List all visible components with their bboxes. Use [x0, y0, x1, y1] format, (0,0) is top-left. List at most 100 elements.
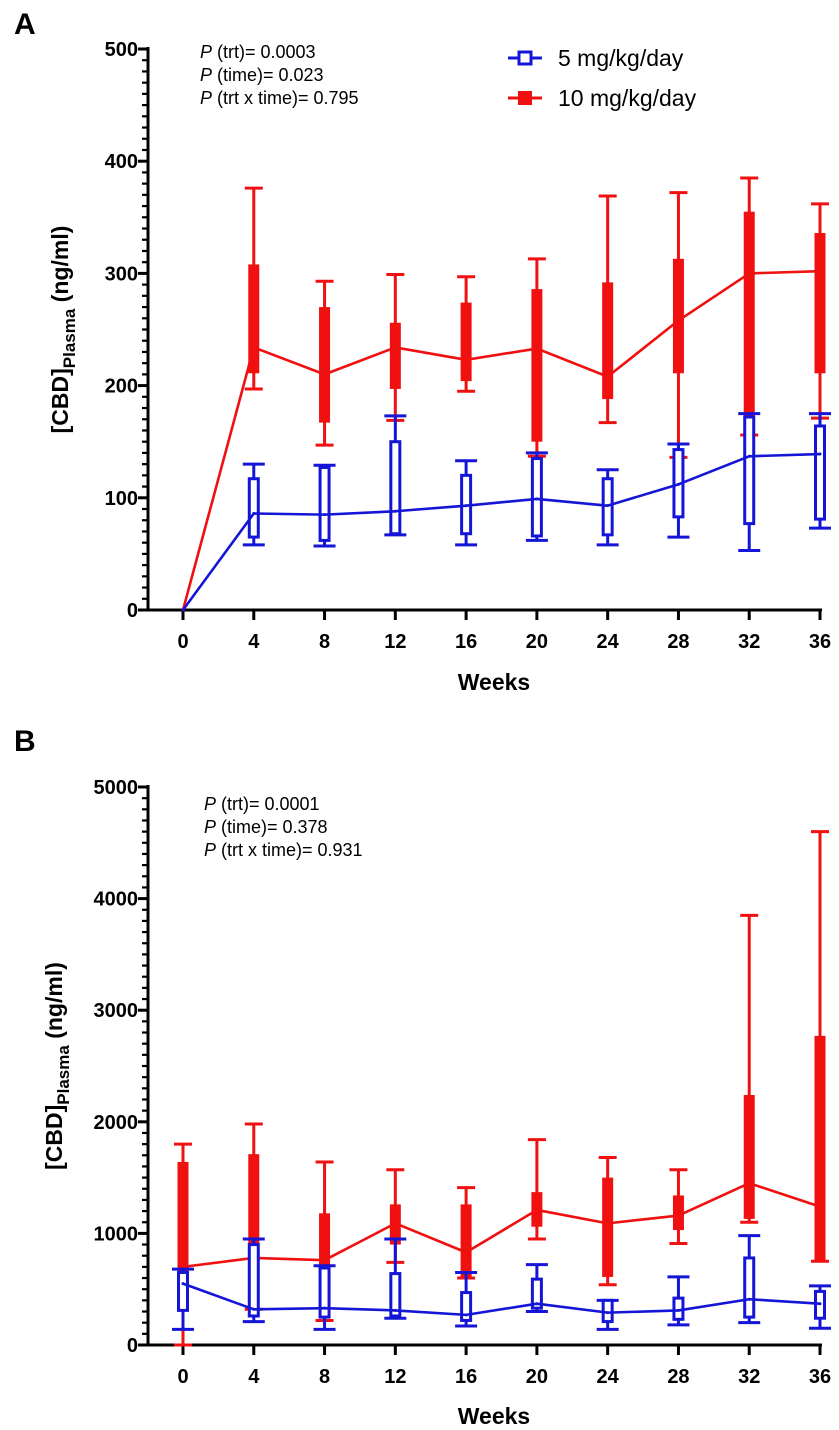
legend-label: 5 mg/kg/day — [558, 45, 684, 71]
iqr-box — [318, 1266, 331, 1319]
iqr-box — [177, 1270, 189, 1312]
x-axis-title: Weeks — [458, 669, 530, 695]
iqr-box — [248, 264, 260, 374]
median-point — [747, 454, 751, 458]
median-point — [818, 1302, 822, 1306]
iqr-box — [743, 415, 756, 526]
iqr-box — [672, 258, 684, 374]
median-point — [323, 1258, 327, 1262]
iqr-box — [743, 211, 755, 435]
median-point — [464, 358, 468, 362]
y-tick-label: 300 — [105, 263, 138, 285]
x-tick-label: 32 — [738, 1366, 760, 1388]
x-tick-label: 32 — [738, 631, 760, 653]
p-symbol: P — [204, 840, 216, 860]
legend-label: 10 mg/kg/day — [558, 85, 697, 111]
x-tick-label: 16 — [455, 631, 477, 653]
median-point — [676, 1214, 680, 1218]
x-tick-label: 16 — [455, 1366, 477, 1388]
median-point — [606, 375, 610, 379]
iqr-box — [743, 1095, 755, 1219]
iqr-box — [531, 289, 543, 442]
iqr-box — [460, 302, 472, 382]
iqr-box — [247, 1243, 260, 1318]
median-point — [252, 512, 256, 516]
iqr-box — [460, 1291, 473, 1322]
median-point — [252, 1307, 256, 1311]
iqr-box — [602, 282, 614, 400]
median-line — [181, 452, 821, 611]
iqr-box — [602, 1177, 614, 1277]
x-tick-label: 28 — [667, 631, 689, 653]
y-tick-label: 400 — [105, 151, 138, 173]
iqr-box — [530, 1277, 543, 1310]
p-value-text: (trt x time)= 0.795 — [212, 88, 359, 108]
p-symbol: P — [204, 817, 216, 837]
y-axis-title-subscript: Plasma — [54, 1045, 73, 1105]
series-5mg — [181, 412, 831, 612]
x-tick-label: 4 — [248, 1366, 260, 1388]
p-value-line: P (trt x time)= 0.931 — [204, 840, 363, 860]
median-point — [535, 347, 539, 351]
median-line — [182, 1282, 821, 1317]
median-point — [606, 1221, 610, 1225]
iqr-box — [318, 466, 331, 542]
p-symbol: P — [200, 65, 212, 85]
chart-panel-a: A 0 100 200 300 400 500 0 4 8 12 16 20 24 28 32 36 Weeks [… — [14, 8, 831, 695]
median-point — [676, 1308, 680, 1312]
iqr-box — [743, 1256, 756, 1319]
y-axis-title-unit: (ng/ml) — [47, 226, 73, 309]
median-point — [393, 509, 397, 513]
median-point — [323, 1306, 327, 1310]
panel-letter: B — [14, 725, 36, 758]
chart-panel-b: B 0 1000 2000 3000 4000 5000 0 4 8 12 16 20 24 28 32 36 W… — [14, 725, 831, 1429]
iqr-box — [389, 440, 402, 536]
x-tick-label: 24 — [597, 1366, 620, 1388]
x-tick-label: 24 — [597, 631, 620, 653]
median-line — [181, 269, 821, 611]
y-axis-title-main: [CBD] — [47, 368, 73, 433]
p-value-line: P (time)= 0.023 — [200, 65, 324, 85]
y-tick-label: 3000 — [94, 1000, 139, 1022]
iqr-box — [389, 1272, 402, 1318]
median-point — [393, 345, 397, 349]
iqr-box — [814, 1035, 826, 1262]
iqr-box — [389, 322, 401, 389]
y-tick-label: 1000 — [94, 1223, 139, 1245]
series-5mg — [172, 1234, 831, 1331]
x-axis-title: Weeks — [458, 1403, 530, 1429]
x-tick-label: 28 — [667, 1366, 689, 1388]
median-point — [535, 1302, 539, 1306]
iqr-box — [460, 1204, 472, 1277]
series-10mg — [174, 830, 829, 1347]
legend-item: 10 mg/kg/day — [508, 85, 697, 111]
p-value-line: P (time)= 0.378 — [204, 817, 328, 837]
iqr-box — [319, 307, 331, 423]
iqr-box — [247, 477, 260, 539]
p-value-text: (time)= 0.378 — [216, 817, 328, 837]
median-point — [535, 1208, 539, 1212]
y-axis-title-subscript: Plasma — [60, 308, 79, 368]
median-point — [464, 1313, 468, 1317]
median-point — [747, 271, 751, 275]
median-point — [181, 608, 185, 612]
p-value-line: P (trt x time)= 0.795 — [200, 88, 359, 108]
median-point — [606, 1311, 610, 1315]
p-value-text: (trt)= 0.0001 — [216, 794, 320, 814]
median-point — [464, 504, 468, 508]
series-10mg — [181, 176, 829, 612]
y-axis-title: [CBD]Plasma (ng/ml) — [47, 226, 79, 434]
p-value-text: (time)= 0.023 — [212, 65, 324, 85]
x-tick-label: 8 — [319, 1366, 330, 1388]
median-point — [818, 1205, 822, 1209]
y-tick-label: 5000 — [94, 777, 139, 799]
x-tick-label: 36 — [809, 1366, 831, 1388]
iqr-box — [814, 233, 826, 374]
y-tick-label: 100 — [105, 488, 138, 510]
median-point — [747, 1181, 751, 1185]
iqr-box — [530, 457, 543, 538]
y-axis-title-main: [CBD] — [41, 1105, 67, 1170]
legend-filled-square-marker — [518, 91, 532, 105]
iqr-box — [814, 424, 826, 521]
x-tick-label: 4 — [248, 631, 260, 653]
